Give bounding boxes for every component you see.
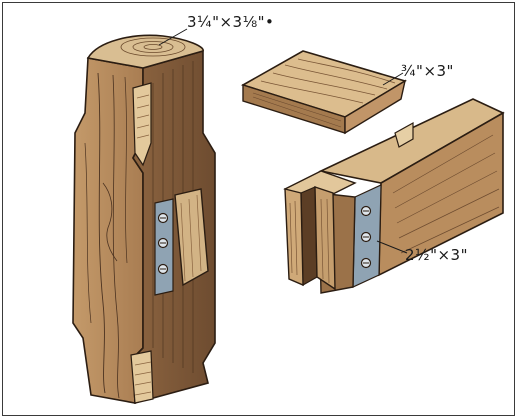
board-dimension-label: ¾"×3" — [401, 62, 454, 80]
tenon-beam-icon — [283, 98, 505, 294]
tenon-beam-dimension-label: 2½"×3" — [405, 246, 468, 264]
post-icon — [72, 34, 216, 405]
board-leader-line — [382, 72, 404, 86]
post-leader-line — [158, 28, 188, 46]
illustration-frame: 3¼"×3⅛"• ¾"×3" 2½"×3" — [2, 2, 515, 416]
post-dimension-label: 3¼"×3⅛"• — [187, 13, 275, 31]
board-icon — [241, 50, 407, 135]
bolt-plate-icon — [157, 212, 169, 275]
bolt-plate-icon — [360, 205, 372, 269]
tenon-leader-line — [376, 240, 408, 254]
joinery-illustration — [72, 28, 505, 405]
